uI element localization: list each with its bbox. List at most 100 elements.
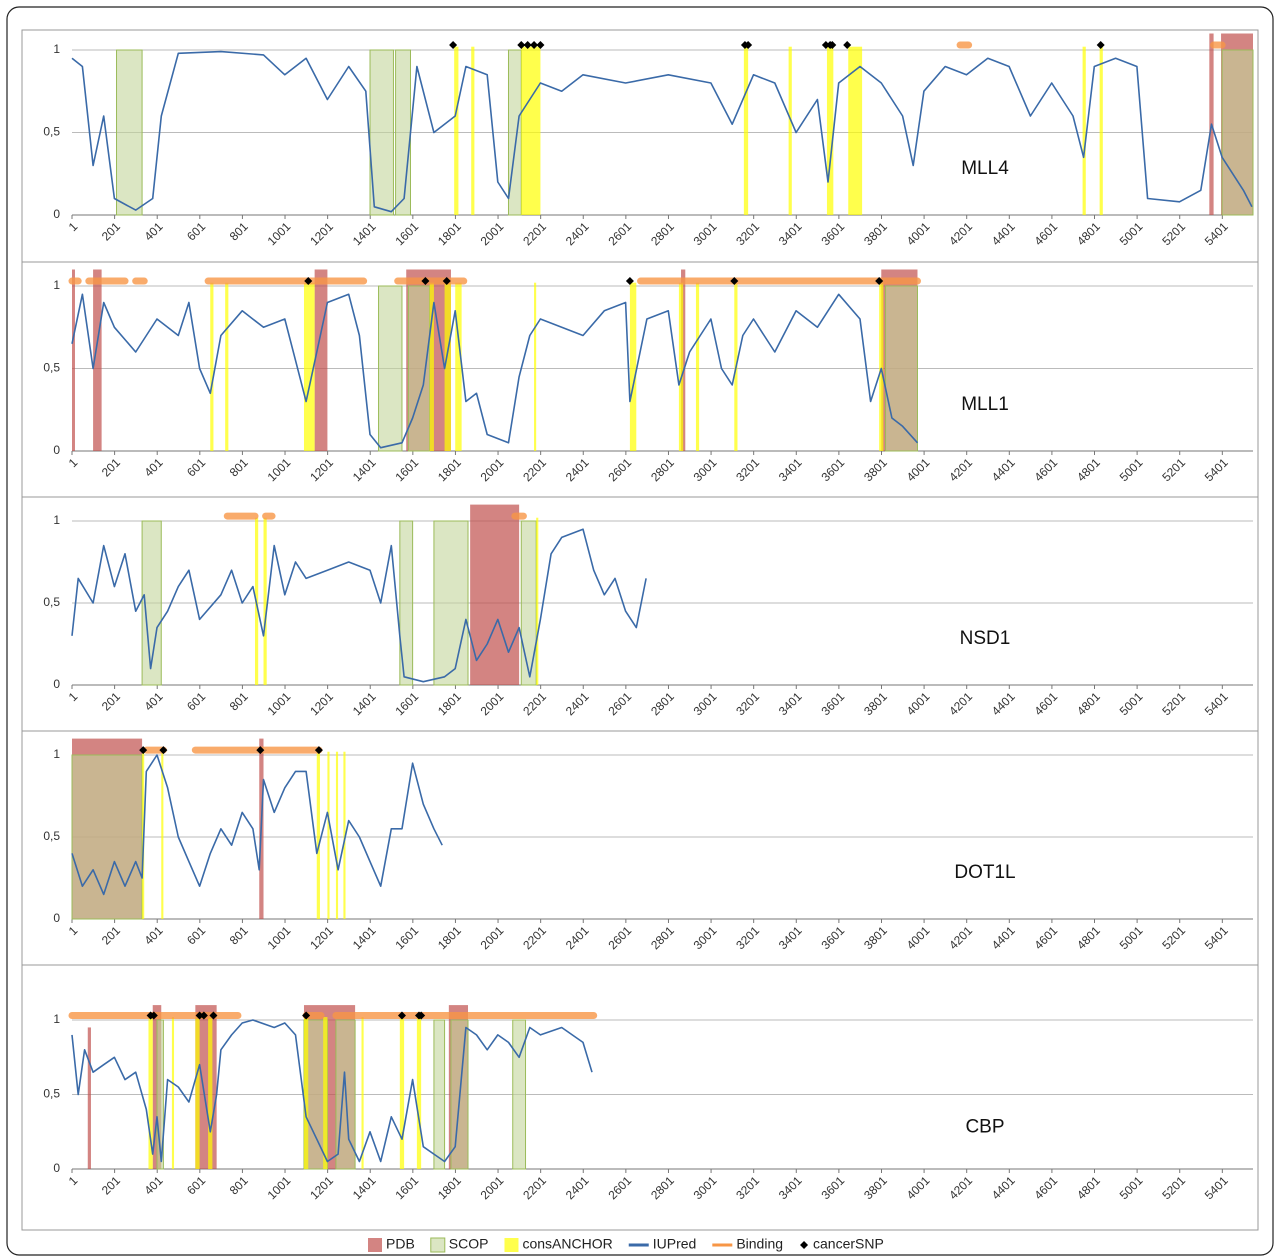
region-band: [208, 1017, 213, 1169]
iupred-line: [71, 528, 647, 683]
region-band: [1082, 46, 1086, 216]
region-band: [433, 1019, 446, 1170]
region-band: [885, 285, 918, 452]
legend-label: Binding: [736, 1236, 783, 1252]
region-band: [141, 520, 162, 686]
y-tick-label: 0,5: [43, 595, 60, 609]
region-band: [314, 269, 328, 451]
region-band: [826, 46, 834, 216]
snp-marker: [421, 277, 430, 286]
region-band: [369, 49, 394, 216]
region-band: [429, 282, 434, 451]
region-band: [303, 282, 315, 451]
region-band: [148, 1017, 153, 1169]
panel-frame: [21, 964, 1259, 1231]
region-band: [210, 282, 214, 451]
region-band: [71, 754, 143, 920]
snp-marker: [536, 41, 545, 50]
iupred-line: [71, 50, 1253, 213]
region-band: [407, 285, 431, 452]
region-band: [444, 282, 451, 451]
y-tick-label: 0: [53, 911, 60, 925]
y-tick-label: 0,5: [43, 361, 60, 375]
region-band: [848, 46, 863, 216]
region-band: [695, 282, 700, 451]
region-band: [303, 1017, 309, 1169]
region-band: [195, 1017, 200, 1169]
snp-marker: [843, 41, 852, 50]
snp-marker: [523, 41, 532, 50]
y-tick-label: 1: [53, 747, 60, 761]
y-tick-label: 1: [53, 1012, 60, 1026]
snp-marker: [821, 41, 830, 50]
region-band: [879, 282, 884, 451]
iupred-line: [71, 1019, 593, 1163]
region-band: [161, 751, 164, 919]
region-band: [93, 269, 102, 451]
snp-marker: [744, 41, 753, 50]
snp-marker: [449, 41, 458, 50]
region-band: [72, 269, 75, 451]
snp-marker: [397, 1011, 406, 1020]
region-band: [399, 1017, 405, 1169]
region-band: [335, 751, 339, 919]
snp-marker: [149, 1011, 158, 1020]
region-band: [534, 282, 537, 451]
y-tick-label: 1: [53, 42, 60, 56]
y-tick-label: 1: [53, 513, 60, 527]
region-band: [512, 1019, 527, 1170]
region-band: [171, 1017, 175, 1169]
legend-swatch: [504, 1238, 519, 1252]
region-band: [327, 751, 330, 919]
y-tick-label: 0,5: [43, 1087, 60, 1101]
iupred-line: [71, 293, 919, 449]
region-band: [536, 517, 539, 685]
panel: 00,511 201 401 601 801 1001 1201 1401 1601 1801 20…: [21, 496, 1259, 732]
snp-marker: [314, 746, 323, 755]
snp-marker: [625, 277, 634, 286]
panel-label: NSD1: [960, 628, 1011, 649]
region-band: [416, 1017, 422, 1169]
region-band: [788, 46, 792, 216]
legend-label: IUPred: [653, 1236, 697, 1252]
snp-marker: [442, 277, 451, 286]
panel-label: DOT1L: [954, 862, 1015, 883]
region-band: [323, 1017, 328, 1169]
snp-marker: [195, 1011, 204, 1020]
snp-marker: [304, 277, 313, 286]
region-band: [1099, 46, 1103, 216]
legend-label: cancerSNP: [813, 1236, 884, 1252]
y-tick-label: 0: [53, 677, 60, 691]
panel-label: MLL1: [961, 394, 1009, 415]
panel: 00,511 201 401 601 801 1001 1201 1401 1601 1801 20…: [21, 964, 1259, 1231]
snp-marker: [730, 277, 739, 286]
y-tick-label: 0: [53, 443, 60, 457]
region-band: [678, 282, 684, 451]
legend-label: SCOP: [449, 1236, 489, 1252]
region-band: [399, 520, 414, 686]
region-band: [454, 46, 459, 216]
iupred-line: [71, 754, 443, 896]
panel: 00,511 201 401 601 801 1001 1201 1401 1601 1801 20…: [21, 261, 1259, 498]
y-tick-label: 0,5: [43, 125, 60, 139]
region-band: [521, 46, 541, 216]
region-band: [87, 1027, 91, 1169]
snp-marker: [530, 41, 539, 50]
region-band: [520, 520, 537, 686]
panel: 00,511 201 401 601 801 1001 1201 1401 1601 1801 20…: [21, 29, 1259, 263]
region-band: [343, 751, 346, 919]
region-band: [471, 46, 475, 216]
region-band: [743, 46, 749, 216]
legend-label: PDB: [386, 1236, 415, 1252]
region-band: [156, 1019, 164, 1170]
region-band: [1221, 49, 1254, 216]
snp-marker: [1096, 41, 1105, 50]
panel-label: CBP: [965, 1116, 1004, 1137]
region-band: [225, 282, 229, 451]
snp-marker: [417, 1011, 426, 1020]
region-band: [629, 282, 637, 451]
region-band: [455, 282, 462, 451]
panel-label: MLL4: [961, 158, 1009, 179]
